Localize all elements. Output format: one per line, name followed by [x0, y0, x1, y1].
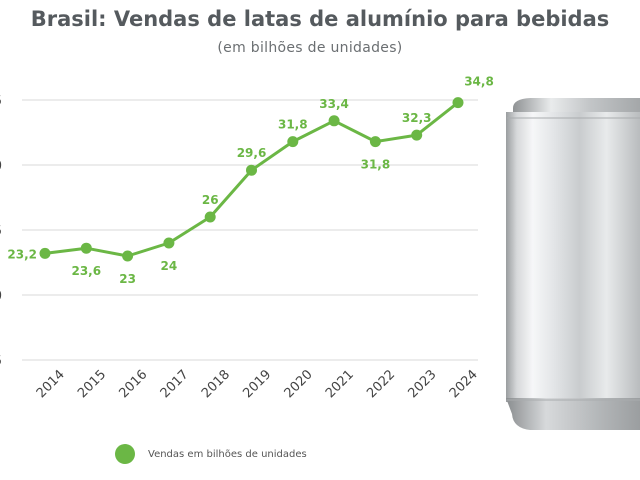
x-axis-ticks: 2014 2015 2016 2017 2018 2019 2020 2021 2022 2023…	[34, 367, 481, 401]
grid-lines	[22, 99, 478, 361]
data-label: 34,8	[464, 75, 494, 89]
aluminum-can-illustration	[506, 98, 640, 430]
data-label: 23,2	[7, 247, 37, 261]
y-tick-label: 20	[0, 289, 2, 304]
data-point	[411, 129, 423, 141]
x-tick-label: 2024	[447, 367, 481, 401]
data-point	[287, 136, 299, 148]
data-point	[163, 237, 175, 249]
data-point	[328, 115, 340, 127]
x-tick-label: 2014	[34, 367, 68, 401]
series-line	[44, 101, 459, 258]
x-tick-label: 2020	[282, 367, 316, 401]
y-tick-label: 35	[0, 94, 2, 109]
x-tick-label: 2023	[406, 367, 440, 401]
x-tick-label: 2021	[323, 367, 357, 401]
x-tick-label: 2015	[75, 367, 109, 401]
legend-label: Vendas em bilhões de unidades	[148, 448, 307, 460]
data-label: 23,6	[71, 264, 101, 278]
data-label: 23	[119, 272, 136, 286]
data-label: 31,8	[278, 118, 308, 132]
y-tick-label: 30	[0, 159, 2, 174]
data-point	[80, 242, 92, 254]
series-line-path	[44, 101, 459, 258]
data-label: 31,8	[361, 158, 391, 172]
chart-title: Brasil: Vendas de latas de alumínio para…	[30, 7, 610, 31]
data-point	[122, 250, 134, 262]
data-label: 26	[202, 193, 219, 207]
data-labels: 23,2 23,6 23 24 26 29,6 31,8 33,4 31,8 32,3 34,8	[7, 75, 493, 286]
data-point	[452, 97, 464, 109]
data-label: 33,4	[319, 97, 349, 111]
x-tick-label: 2019	[240, 367, 274, 401]
y-axis-ticks: 15 20 25 30 35	[0, 94, 2, 369]
y-tick-label: 15	[0, 354, 2, 369]
data-point	[246, 164, 257, 176]
data-points	[39, 97, 464, 262]
legend: Vendas em bilhões de unidades	[115, 444, 307, 464]
data-label: 29,6	[237, 146, 267, 160]
x-tick-label: 2022	[364, 367, 398, 401]
x-tick-label: 2016	[116, 367, 150, 401]
x-tick-label: 2017	[158, 367, 192, 401]
data-label: 24	[161, 259, 178, 273]
data-point	[204, 211, 216, 223]
data-label: 32,3	[402, 111, 432, 125]
legend-marker-icon	[115, 444, 135, 464]
data-point	[369, 136, 381, 148]
data-point	[39, 247, 51, 259]
chart-subtitle: (em bilhões de unidades)	[217, 40, 403, 56]
y-tick-label: 25	[0, 224, 2, 239]
x-tick-label: 2018	[199, 367, 233, 401]
